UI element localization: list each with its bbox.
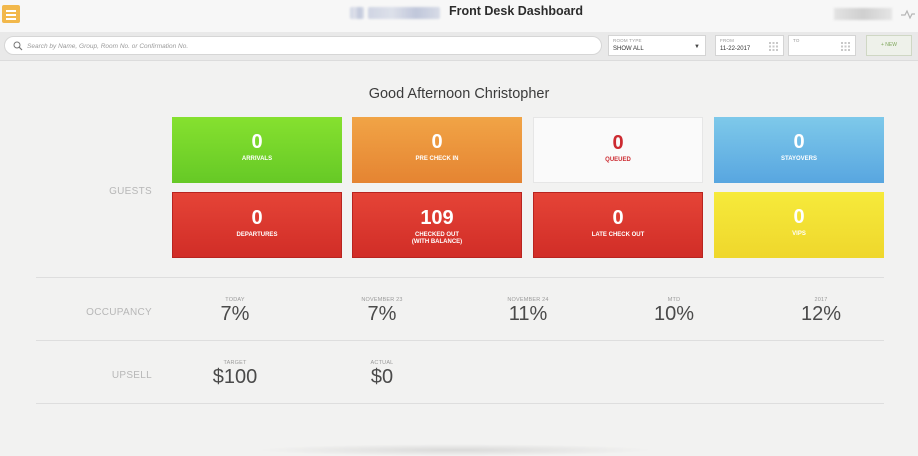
top-bar: Front Desk Dashboard <box>0 0 918 33</box>
stat-label: NOVEMBER 24 <box>507 297 549 303</box>
bottom-shadow <box>255 444 655 456</box>
pre-check-in-label: PRE CHECK IN <box>415 156 459 162</box>
occupancy-nov-24: NOVEMBER 24 11% <box>468 297 588 325</box>
departures-tile[interactable]: 0 DEPARTURES <box>172 192 342 258</box>
vips-tile[interactable]: 0 VIPS <box>714 192 884 258</box>
late-check-out-label: LATE CHECK OUT <box>591 232 645 238</box>
room-type-value: SHOW ALL <box>613 46 644 52</box>
divider <box>36 277 884 278</box>
queued-label: QUEUED <box>605 157 631 163</box>
stat-value: 11% <box>508 303 548 325</box>
queued-count: 0 <box>612 132 624 154</box>
checked-out-tile[interactable]: 109 CHECKED OUT (WITH BALANCE) <box>352 192 522 258</box>
stat-label: TODAY <box>225 297 245 303</box>
occupancy-label: OCCUPANCY <box>86 307 152 318</box>
divider <box>36 403 884 404</box>
from-date-value: 11-22-2017 <box>720 46 751 52</box>
new-button[interactable]: + NEW <box>866 35 912 56</box>
queued-tile[interactable]: 0 QUEUED <box>533 117 703 183</box>
greeting: Good Afternoon Christopher <box>368 86 550 102</box>
stat-value: 10% <box>653 303 695 325</box>
stayovers-tile[interactable]: 0 STAYOVERS <box>714 117 884 183</box>
departures-label: DEPARTURES <box>236 232 278 238</box>
pre-check-in-count: 0 <box>431 131 443 153</box>
occupancy-nov-23: NOVEMBER 23 7% <box>322 297 442 325</box>
checked-out-label-line1: CHECKED OUT <box>414 232 459 238</box>
hamburger-icon[interactable] <box>2 5 20 23</box>
stat-value: $100 <box>212 366 258 388</box>
upsell-target: TARGET $100 <box>175 360 295 388</box>
stat-value: $0 <box>370 366 394 388</box>
pre-check-in-tile[interactable]: 0 PRE CHECK IN <box>352 117 522 183</box>
from-date-field[interactable]: FROM 11-22-2017 <box>715 35 784 56</box>
vips-count: 0 <box>793 206 805 228</box>
search-icon <box>13 41 23 51</box>
arrivals-label: ARRIVALS <box>241 156 273 162</box>
arrivals-count: 0 <box>251 131 263 153</box>
occupancy-mtd: MTD 10% <box>614 297 734 325</box>
stat-label: ACTUAL <box>370 360 394 366</box>
stat-label: MTD <box>667 297 681 303</box>
arrivals-tile[interactable]: 0 ARRIVALS <box>172 117 342 183</box>
stat-label: NOVEMBER 23 <box>361 297 403 303</box>
occupancy-year: 2017 12% <box>761 297 881 325</box>
upsell-label: UPSELL <box>111 370 152 381</box>
stat-value: 7% <box>220 303 250 325</box>
occupancy-today: TODAY 7% <box>175 297 295 325</box>
late-check-out-tile[interactable]: 0 LATE CHECK OUT <box>533 192 703 258</box>
stat-label: TARGET <box>223 360 247 366</box>
stayovers-count: 0 <box>793 131 805 153</box>
to-label: TO <box>793 38 800 43</box>
room-type-select[interactable]: ROOM TYPE SHOW ALL ▼ <box>608 35 706 56</box>
stat-label: 2017 <box>814 297 828 303</box>
checked-out-count: 109 <box>420 207 454 229</box>
from-label: FROM <box>720 38 735 43</box>
guests-label: GUESTS <box>109 186 152 197</box>
vips-label: VIPS <box>792 231 806 237</box>
hotel-logo <box>350 7 364 19</box>
chevron-down-icon: ▼ <box>694 44 700 50</box>
calendar-icon[interactable] <box>841 42 850 51</box>
stayovers-label: STAYOVERS <box>780 156 817 162</box>
checked-out-label-line2: (WITH BALANCE) <box>411 239 463 245</box>
search-input[interactable] <box>25 37 589 56</box>
stat-value: 7% <box>367 303 397 325</box>
room-type-label: ROOM TYPE <box>613 38 642 43</box>
hotel-logo-text <box>368 7 440 19</box>
calendar-icon[interactable] <box>769 42 778 51</box>
search-box[interactable] <box>4 36 602 56</box>
upsell-actual: ACTUAL $0 <box>322 360 442 388</box>
stat-value: 12% <box>800 303 842 325</box>
activity-icon[interactable] <box>899 5 917 23</box>
departures-count: 0 <box>251 207 263 229</box>
to-date-field[interactable]: TO <box>788 35 856 56</box>
divider <box>36 340 884 341</box>
user-info[interactable] <box>834 8 892 20</box>
checked-out-label: CHECKED OUT (WITH BALANCE) <box>353 232 521 246</box>
late-check-out-count: 0 <box>612 207 624 229</box>
filter-bar: ROOM TYPE SHOW ALL ▼ FROM 11-22-2017 TO … <box>0 32 918 61</box>
page-title: Front Desk Dashboard <box>449 4 584 18</box>
